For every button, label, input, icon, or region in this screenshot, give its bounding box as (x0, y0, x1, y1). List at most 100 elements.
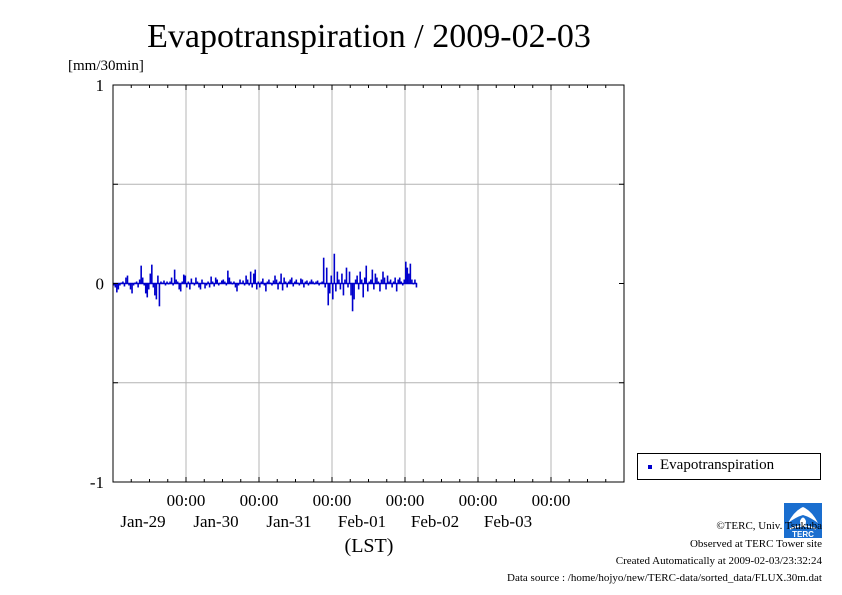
bar (271, 283, 273, 286)
bar (290, 277, 293, 284)
bar (173, 269, 176, 284)
bar (141, 277, 144, 284)
x-tick-labels: 00:00Jan-2900:00Jan-3000:00Jan-3100:00Fe… (120, 491, 570, 531)
bar (169, 281, 171, 284)
bar (249, 271, 252, 284)
bar (287, 281, 290, 284)
x-tick-time: 00:00 (532, 491, 571, 510)
bar (328, 283, 331, 294)
bar (260, 281, 263, 284)
bar (380, 279, 383, 284)
bar (213, 283, 215, 287)
bar (356, 275, 358, 284)
bar (158, 283, 161, 307)
bar (362, 283, 365, 298)
bar (354, 279, 357, 284)
bar (363, 277, 366, 284)
bar (138, 279, 141, 284)
bar (243, 283, 246, 286)
bar (304, 281, 307, 284)
bar (117, 283, 120, 290)
x-tick-time: 00:00 (240, 491, 279, 510)
bar (187, 281, 190, 284)
axis-ticks (113, 84, 624, 483)
bar (113, 283, 115, 286)
bar (336, 271, 339, 284)
bar (251, 283, 253, 288)
footer-observed: Observed at TERC Tower site (689, 538, 822, 550)
bar (179, 283, 182, 292)
bar (263, 283, 266, 286)
bar (409, 263, 412, 284)
legend-marker (648, 465, 652, 469)
bar (292, 283, 295, 287)
bar (368, 281, 371, 284)
bar (195, 277, 197, 284)
bar (309, 281, 311, 284)
bar (154, 283, 156, 296)
bar (147, 283, 150, 290)
bar (379, 283, 381, 292)
bar (204, 283, 206, 289)
bar (257, 281, 260, 284)
bar (128, 283, 130, 286)
bar (193, 283, 196, 286)
bar (176, 281, 179, 284)
bar (277, 283, 279, 290)
bar (377, 281, 380, 284)
bar (370, 279, 372, 284)
bar (252, 273, 255, 284)
bar (333, 253, 336, 284)
x-tick-time: 00:00 (386, 491, 425, 510)
bar (289, 279, 292, 284)
bar (155, 283, 158, 300)
bar (131, 283, 133, 294)
bar (274, 275, 276, 284)
bar (350, 283, 352, 296)
bar (321, 281, 323, 284)
bar (259, 283, 261, 288)
bar (307, 283, 310, 286)
bar (389, 279, 392, 284)
bar (400, 281, 403, 284)
bar (283, 277, 285, 284)
bar (408, 273, 410, 284)
x-tick-time: 00:00 (167, 491, 206, 510)
bar (272, 280, 275, 284)
bar (275, 279, 278, 284)
bar (217, 283, 220, 286)
bar (383, 277, 386, 284)
bar (254, 269, 257, 284)
bar (344, 279, 346, 284)
bar (415, 283, 418, 288)
bar (322, 257, 325, 284)
bar (205, 283, 208, 286)
bar (342, 283, 345, 296)
bar (345, 267, 348, 284)
bar (182, 274, 185, 284)
bar (324, 283, 326, 288)
bar (262, 278, 264, 284)
bar (220, 280, 223, 284)
bar (298, 283, 301, 286)
bar (126, 275, 129, 284)
bar (144, 283, 147, 294)
bar (386, 275, 389, 284)
bar (338, 279, 340, 284)
series-evapotranspiration (113, 253, 418, 312)
bar (347, 283, 349, 288)
bar (160, 281, 162, 284)
y-tick-label: 1 (96, 76, 105, 95)
bar (230, 281, 232, 284)
bar (137, 283, 139, 288)
bar (201, 279, 203, 284)
bar (360, 279, 363, 284)
bar (371, 269, 374, 284)
bar (316, 280, 319, 284)
bar (143, 283, 146, 286)
bar (172, 283, 174, 286)
bar (132, 283, 135, 286)
x-tick-date: Jan-29 (120, 512, 165, 531)
bar (214, 277, 217, 284)
bar (411, 279, 413, 284)
